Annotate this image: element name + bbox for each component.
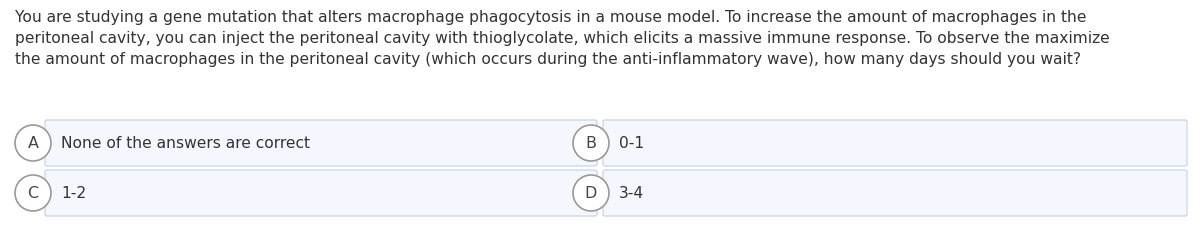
FancyBboxPatch shape (604, 170, 1187, 216)
FancyBboxPatch shape (604, 120, 1187, 166)
Text: 3-4: 3-4 (619, 185, 644, 200)
Circle shape (14, 125, 50, 161)
Text: 1-2: 1-2 (61, 185, 86, 200)
Text: B: B (586, 135, 596, 150)
Text: None of the answers are correct: None of the answers are correct (61, 135, 310, 150)
Text: D: D (584, 185, 598, 200)
Text: 0-1: 0-1 (619, 135, 644, 150)
Circle shape (574, 175, 610, 211)
Circle shape (574, 125, 610, 161)
FancyBboxPatch shape (46, 170, 598, 216)
Text: You are studying a gene mutation that alters macrophage phagocytosis in a mouse : You are studying a gene mutation that al… (14, 10, 1110, 67)
Circle shape (14, 175, 50, 211)
Text: A: A (28, 135, 38, 150)
Text: C: C (28, 185, 38, 200)
FancyBboxPatch shape (46, 120, 598, 166)
